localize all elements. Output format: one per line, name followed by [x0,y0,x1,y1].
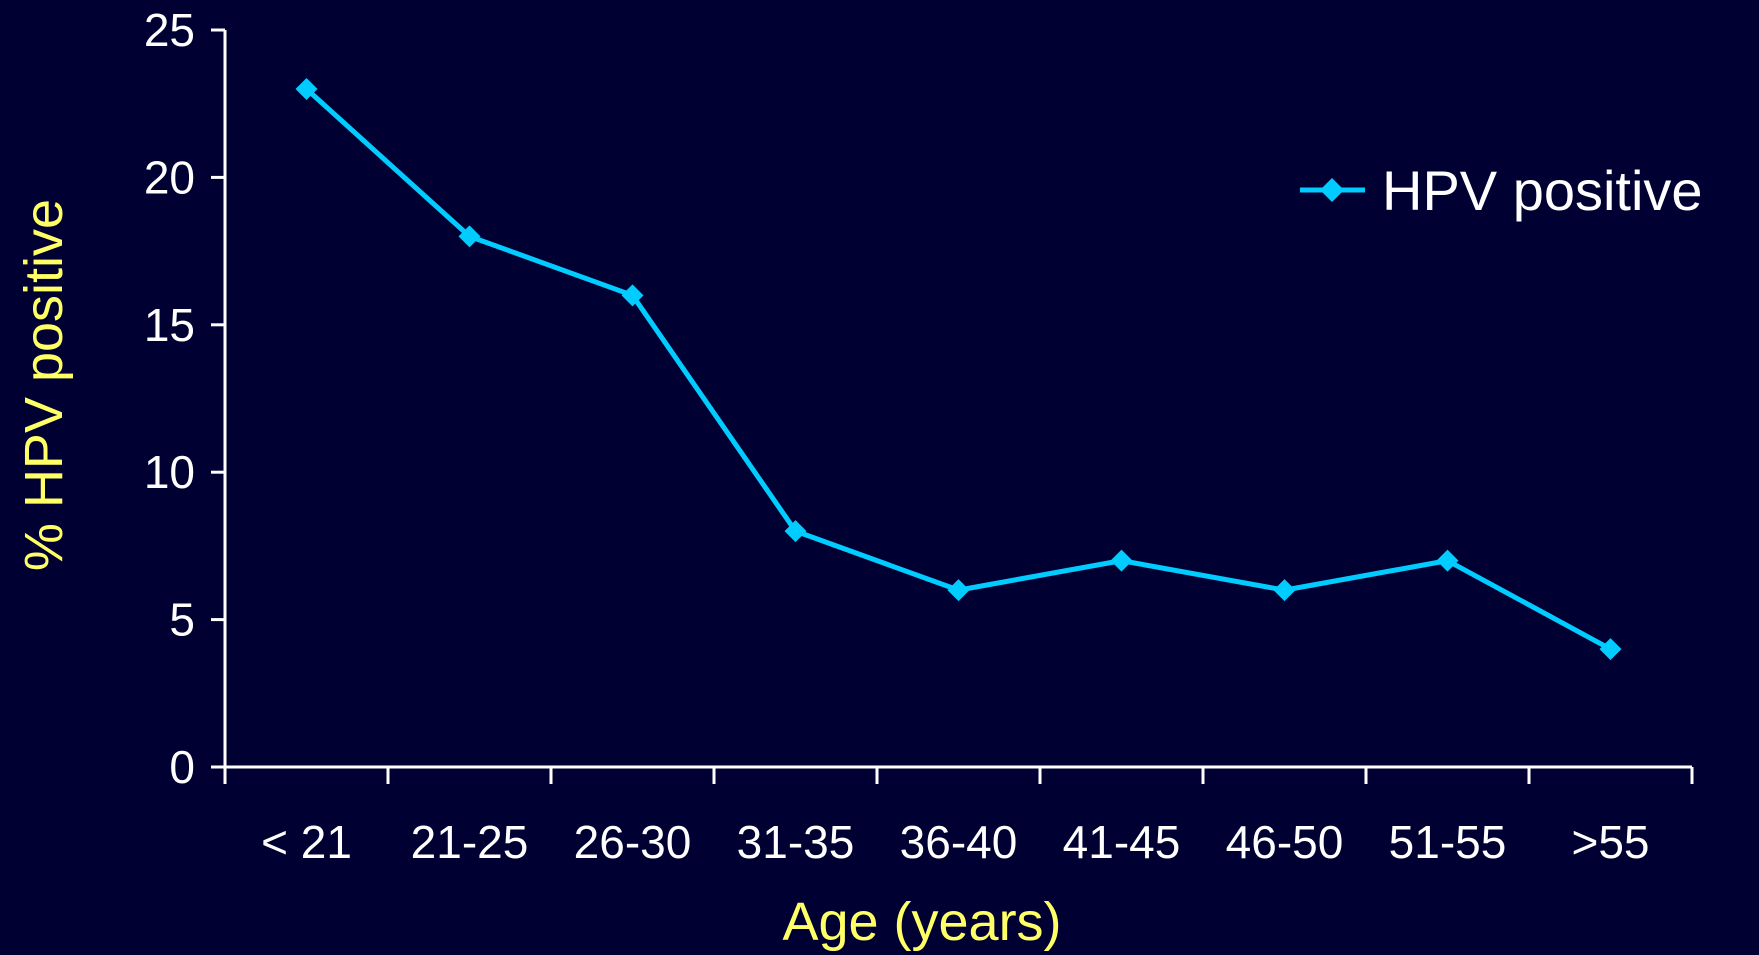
x-tick-label: 51-55 [1389,816,1507,868]
legend-diamond-icon [1320,178,1344,202]
data-point-marker [784,520,807,543]
x-tick-label: 31-35 [737,816,855,868]
x-tick-label: >55 [1571,816,1649,868]
x-tick-label: 21-25 [411,816,529,868]
x-tick-label: 26-30 [574,816,692,868]
x-tick-label: 46-50 [1226,816,1344,868]
y-tick-label: 10 [144,446,195,498]
data-point-marker [1599,638,1622,661]
legend-label-hpv-positive: HPV positive [1382,159,1703,222]
axes [223,30,1692,769]
x-tick-label: 41-45 [1063,816,1181,868]
data-point-marker [1110,549,1133,572]
y-tick-label: 5 [169,594,195,646]
data-point-marker [1273,579,1296,602]
x-tick-label: 36-40 [900,816,1018,868]
data-point-marker [1436,549,1459,572]
x-tick-label: < 21 [261,816,352,868]
y-tick-label: 15 [144,299,195,351]
y-ticks: 0 5 10 15 20 25 [144,4,225,793]
data-point-marker [621,284,644,307]
y-tick-label: 25 [144,4,195,56]
series-layer [295,77,1622,661]
data-point-marker [947,579,970,602]
legend: HPV positive [1300,159,1703,222]
y-tick-label: 0 [169,741,195,793]
y-axis-title: % HPV positive [14,199,74,571]
data-point-marker [295,77,318,100]
x-axis-title: Age (years) [782,892,1061,952]
y-tick-label: 20 [144,151,195,203]
data-point-marker [458,225,481,248]
x-ticks: < 21 21-25 26-30 31-35 36-40 41-45 46-50 51-55 >… [223,767,1694,868]
